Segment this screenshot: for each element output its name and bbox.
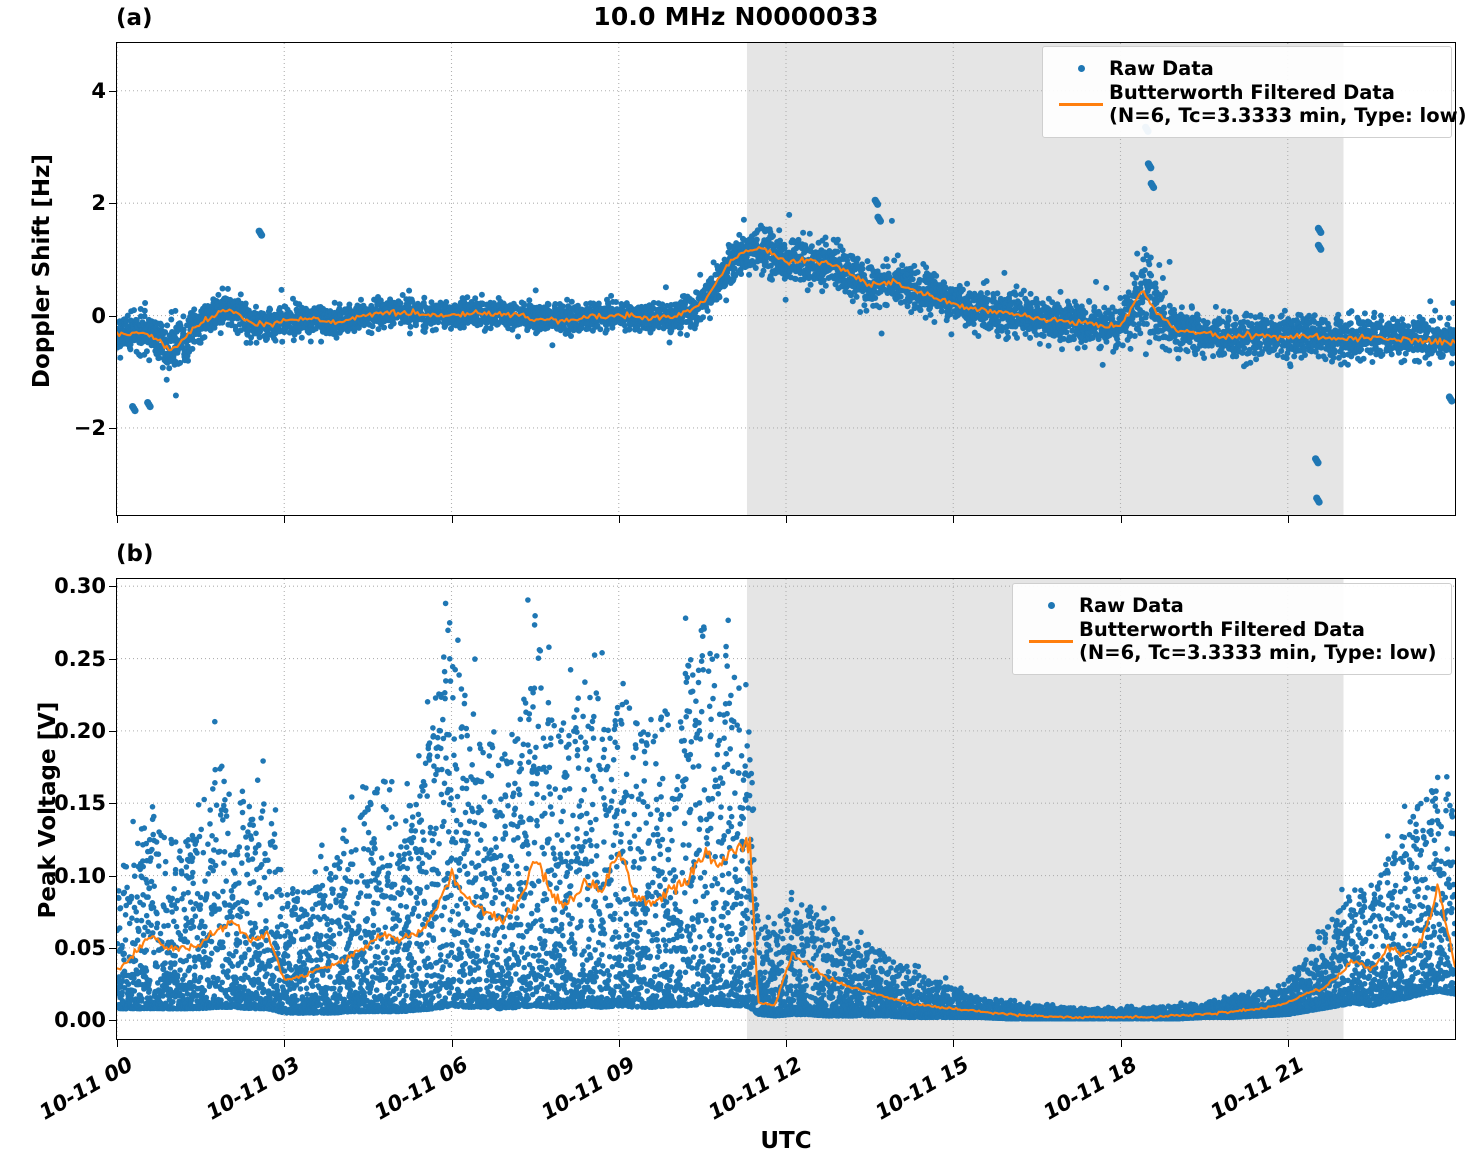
panel-b-ytick-mark bbox=[109, 947, 116, 949]
raw-data-marker-icon bbox=[1023, 602, 1079, 609]
x-tick-mark bbox=[1287, 516, 1289, 523]
panel-b-ytick-mark bbox=[109, 1020, 116, 1022]
panel-a-ytick-mark bbox=[109, 203, 116, 205]
x-tick-mark bbox=[284, 516, 286, 523]
panel-b-legend: Raw Data Butterworth Filtered Data (N=6, … bbox=[1012, 583, 1452, 675]
filtered-line-icon bbox=[1023, 639, 1079, 643]
figure-title: 10.0 MHz N0000033 bbox=[593, 2, 879, 31]
panel-a-ytick-label: 4 bbox=[91, 78, 106, 103]
x-tick-mark bbox=[1120, 516, 1122, 523]
panel-b-tag: (b) bbox=[116, 541, 154, 567]
x-tick-mark bbox=[618, 1040, 620, 1047]
x-tick-mark bbox=[786, 516, 787, 523]
panel-a-ylabel: Doppler Shift [Hz] bbox=[29, 153, 55, 389]
x-tick-mark bbox=[1120, 1040, 1122, 1047]
panel-a-ytick-label: 0 bbox=[91, 303, 106, 328]
panel-a-ytick-mark bbox=[109, 427, 116, 429]
panel-a-ytick-label: −2 bbox=[73, 415, 106, 440]
x-tick-mark bbox=[1287, 1040, 1289, 1047]
legend-row-raw: Raw Data bbox=[1023, 594, 1438, 617]
panel-a-legend: Raw Data Butterworth Filtered Data (N=6, … bbox=[1042, 46, 1467, 138]
x-tick-mark bbox=[953, 1040, 955, 1047]
panel-b-ytick-label: 0.05 bbox=[54, 935, 106, 960]
panel-b-ytick-mark bbox=[109, 875, 116, 877]
legend-label-filtered-l2: (N=6, Tc=3.3333 min, Type: low) bbox=[1079, 641, 1437, 664]
panel-b-ytick-label: 0.25 bbox=[54, 646, 106, 671]
panel-a-ytick-label: 2 bbox=[91, 191, 106, 216]
panel-b-ytick-label: 0.00 bbox=[54, 1008, 106, 1033]
legend-label-filtered: Butterworth Filtered Data (N=6, Tc=3.3333… bbox=[1109, 81, 1467, 127]
legend-label-filtered-l2: (N=6, Tc=3.3333 min, Type: low) bbox=[1109, 104, 1467, 127]
legend-label-filtered: Butterworth Filtered Data (N=6, Tc=3.3333… bbox=[1079, 618, 1437, 664]
x-tick-mark bbox=[451, 1040, 453, 1047]
raw-data-marker-icon bbox=[1053, 65, 1109, 72]
panel-b-ytick-label: 0.15 bbox=[54, 791, 106, 816]
x-tick-mark bbox=[284, 1040, 286, 1047]
panel-b-ytick-mark bbox=[109, 730, 116, 732]
x-axis-label: UTC bbox=[760, 1128, 812, 1154]
x-tick-mark bbox=[618, 516, 620, 523]
x-tick-mark bbox=[117, 516, 118, 523]
legend-label-raw: Raw Data bbox=[1079, 594, 1184, 617]
legend-row-raw: Raw Data bbox=[1053, 57, 1438, 80]
x-tick-mark bbox=[953, 516, 955, 523]
panel-b-ytick-mark bbox=[109, 658, 116, 660]
panel-b-ytick-label: 0.10 bbox=[54, 863, 106, 888]
legend-label-raw: Raw Data bbox=[1109, 57, 1214, 80]
x-tick-mark bbox=[451, 516, 453, 523]
x-tick-mark bbox=[786, 1040, 787, 1047]
panel-b-ytick-mark bbox=[109, 803, 116, 805]
legend-label-filtered-l1: Butterworth Filtered Data bbox=[1109, 81, 1395, 104]
panel-b-ytick-label: 0.20 bbox=[54, 718, 106, 743]
legend-row-filtered: Butterworth Filtered Data (N=6, Tc=3.3333… bbox=[1023, 618, 1438, 664]
filtered-line-icon bbox=[1053, 102, 1109, 106]
panel-b-ytick-mark bbox=[109, 586, 116, 588]
panel-a-ytick-mark bbox=[109, 315, 116, 317]
panel-b-ytick-label: 0.30 bbox=[54, 574, 106, 599]
legend-row-filtered: Butterworth Filtered Data (N=6, Tc=3.3333… bbox=[1053, 81, 1467, 127]
panel-a-tag: (a) bbox=[116, 5, 153, 31]
x-tick-mark bbox=[117, 1040, 118, 1047]
legend-label-filtered-l1: Butterworth Filtered Data bbox=[1079, 618, 1365, 641]
panel-a-ytick-mark bbox=[109, 90, 116, 92]
panel-b-plot-area bbox=[116, 578, 1456, 1040]
